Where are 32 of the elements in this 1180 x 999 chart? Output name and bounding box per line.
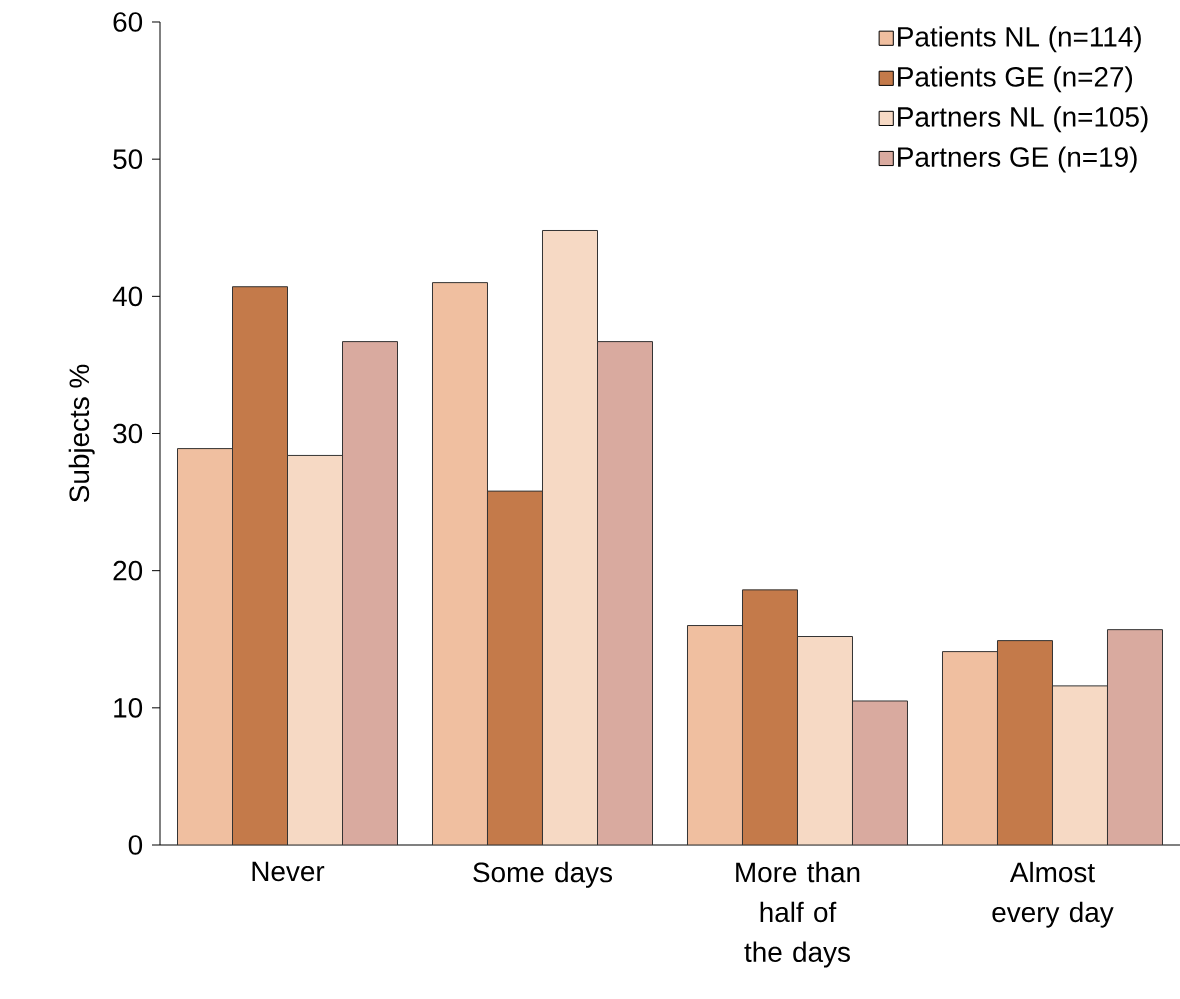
bar (941, 651, 998, 845)
bar (996, 640, 1053, 845)
x-tick-label: Almost every day (992, 861, 1114, 928)
bar (432, 282, 488, 845)
bar (342, 341, 398, 845)
bar (287, 454, 343, 845)
bar (797, 636, 853, 845)
x-tick-label: Never (252, 861, 325, 882)
bar (542, 229, 598, 845)
bar (597, 341, 653, 845)
y-tick-label: 30 (113, 423, 143, 444)
x-tick-label: More than half of the days (736, 861, 860, 968)
bar (232, 286, 288, 845)
bar (1107, 629, 1163, 845)
bar (687, 625, 743, 845)
bar (852, 700, 908, 845)
legend-label: Patients GE (n=27) (898, 66, 1133, 93)
y-tick-label: 60 (113, 12, 143, 32)
y-tick-label: 0 (128, 835, 143, 855)
y-tick-label: 40 (112, 286, 143, 307)
y-tick-label: 10 (114, 697, 143, 718)
legend-label: Patients NL (n=114) (898, 26, 1141, 53)
y-tick-label: 20 (113, 560, 143, 581)
x-tick-label: Some days (473, 861, 613, 888)
bar (177, 448, 233, 845)
bar (1051, 685, 1108, 845)
y-axis-title: Subjects % (68, 364, 95, 503)
legend-label: Partners GE (n=19) (898, 146, 1137, 173)
y-tick-label: 50 (113, 149, 143, 170)
legend-label: Partners NL (n=105) (898, 106, 1148, 133)
bar (742, 589, 798, 845)
bar (487, 490, 543, 845)
